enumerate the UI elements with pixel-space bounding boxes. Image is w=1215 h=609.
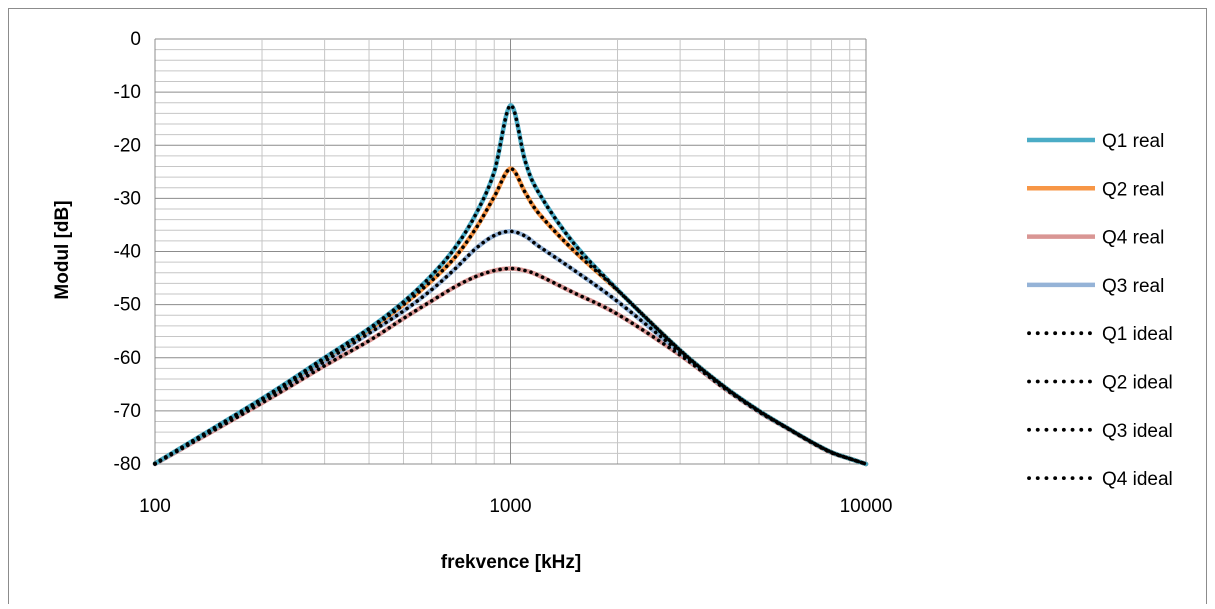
y-tick-label: -80 <box>114 454 141 475</box>
series-layer <box>152 103 869 467</box>
legend: Q1 real Q2 real Q4 real Q3 real Q1 ideal Q2 i… <box>1027 131 1173 490</box>
y-tick-label: -30 <box>114 188 141 209</box>
y-tick-label: -70 <box>114 401 141 422</box>
legend-label-q2-real: Q2 real <box>1102 179 1164 200</box>
series-line-q1-ideal <box>153 103 868 466</box>
y-tick-label: -60 <box>114 348 141 369</box>
y-tick-label: -10 <box>114 82 141 103</box>
legend-label-q2-ideal: Q2 ideal <box>1102 373 1173 394</box>
x-tick-label: 100 <box>139 496 171 517</box>
legend-label-q3-real: Q3 real <box>1102 276 1164 297</box>
series-line-q4-ideal <box>153 266 868 466</box>
legend-label-q4-real: Q4 real <box>1102 228 1164 249</box>
y-tick-label: -20 <box>114 135 141 156</box>
tick-labels: 0 -10 -20 -30 -40 -50 -60 -70 -80 100 1000 10000 <box>114 29 893 517</box>
y-axis-title: Modul [dB] <box>52 200 73 299</box>
legend-label-q4-ideal: Q4 ideal <box>1102 469 1173 490</box>
y-tick-label: -50 <box>114 295 141 316</box>
y-tick-label: 0 <box>130 29 141 50</box>
x-tick-label: 10000 <box>840 496 893 517</box>
y-tick-label: -40 <box>114 242 141 263</box>
legend-label-q1-real: Q1 real <box>1102 131 1164 152</box>
series-line-q3-ideal <box>153 229 868 466</box>
legend-label-q1-ideal: Q1 ideal <box>1102 324 1173 345</box>
x-tick-label: 1000 <box>489 496 531 517</box>
legend-label-q3-ideal: Q3 ideal <box>1102 421 1173 442</box>
x-axis-title: frekvence [kHz] <box>441 552 581 573</box>
